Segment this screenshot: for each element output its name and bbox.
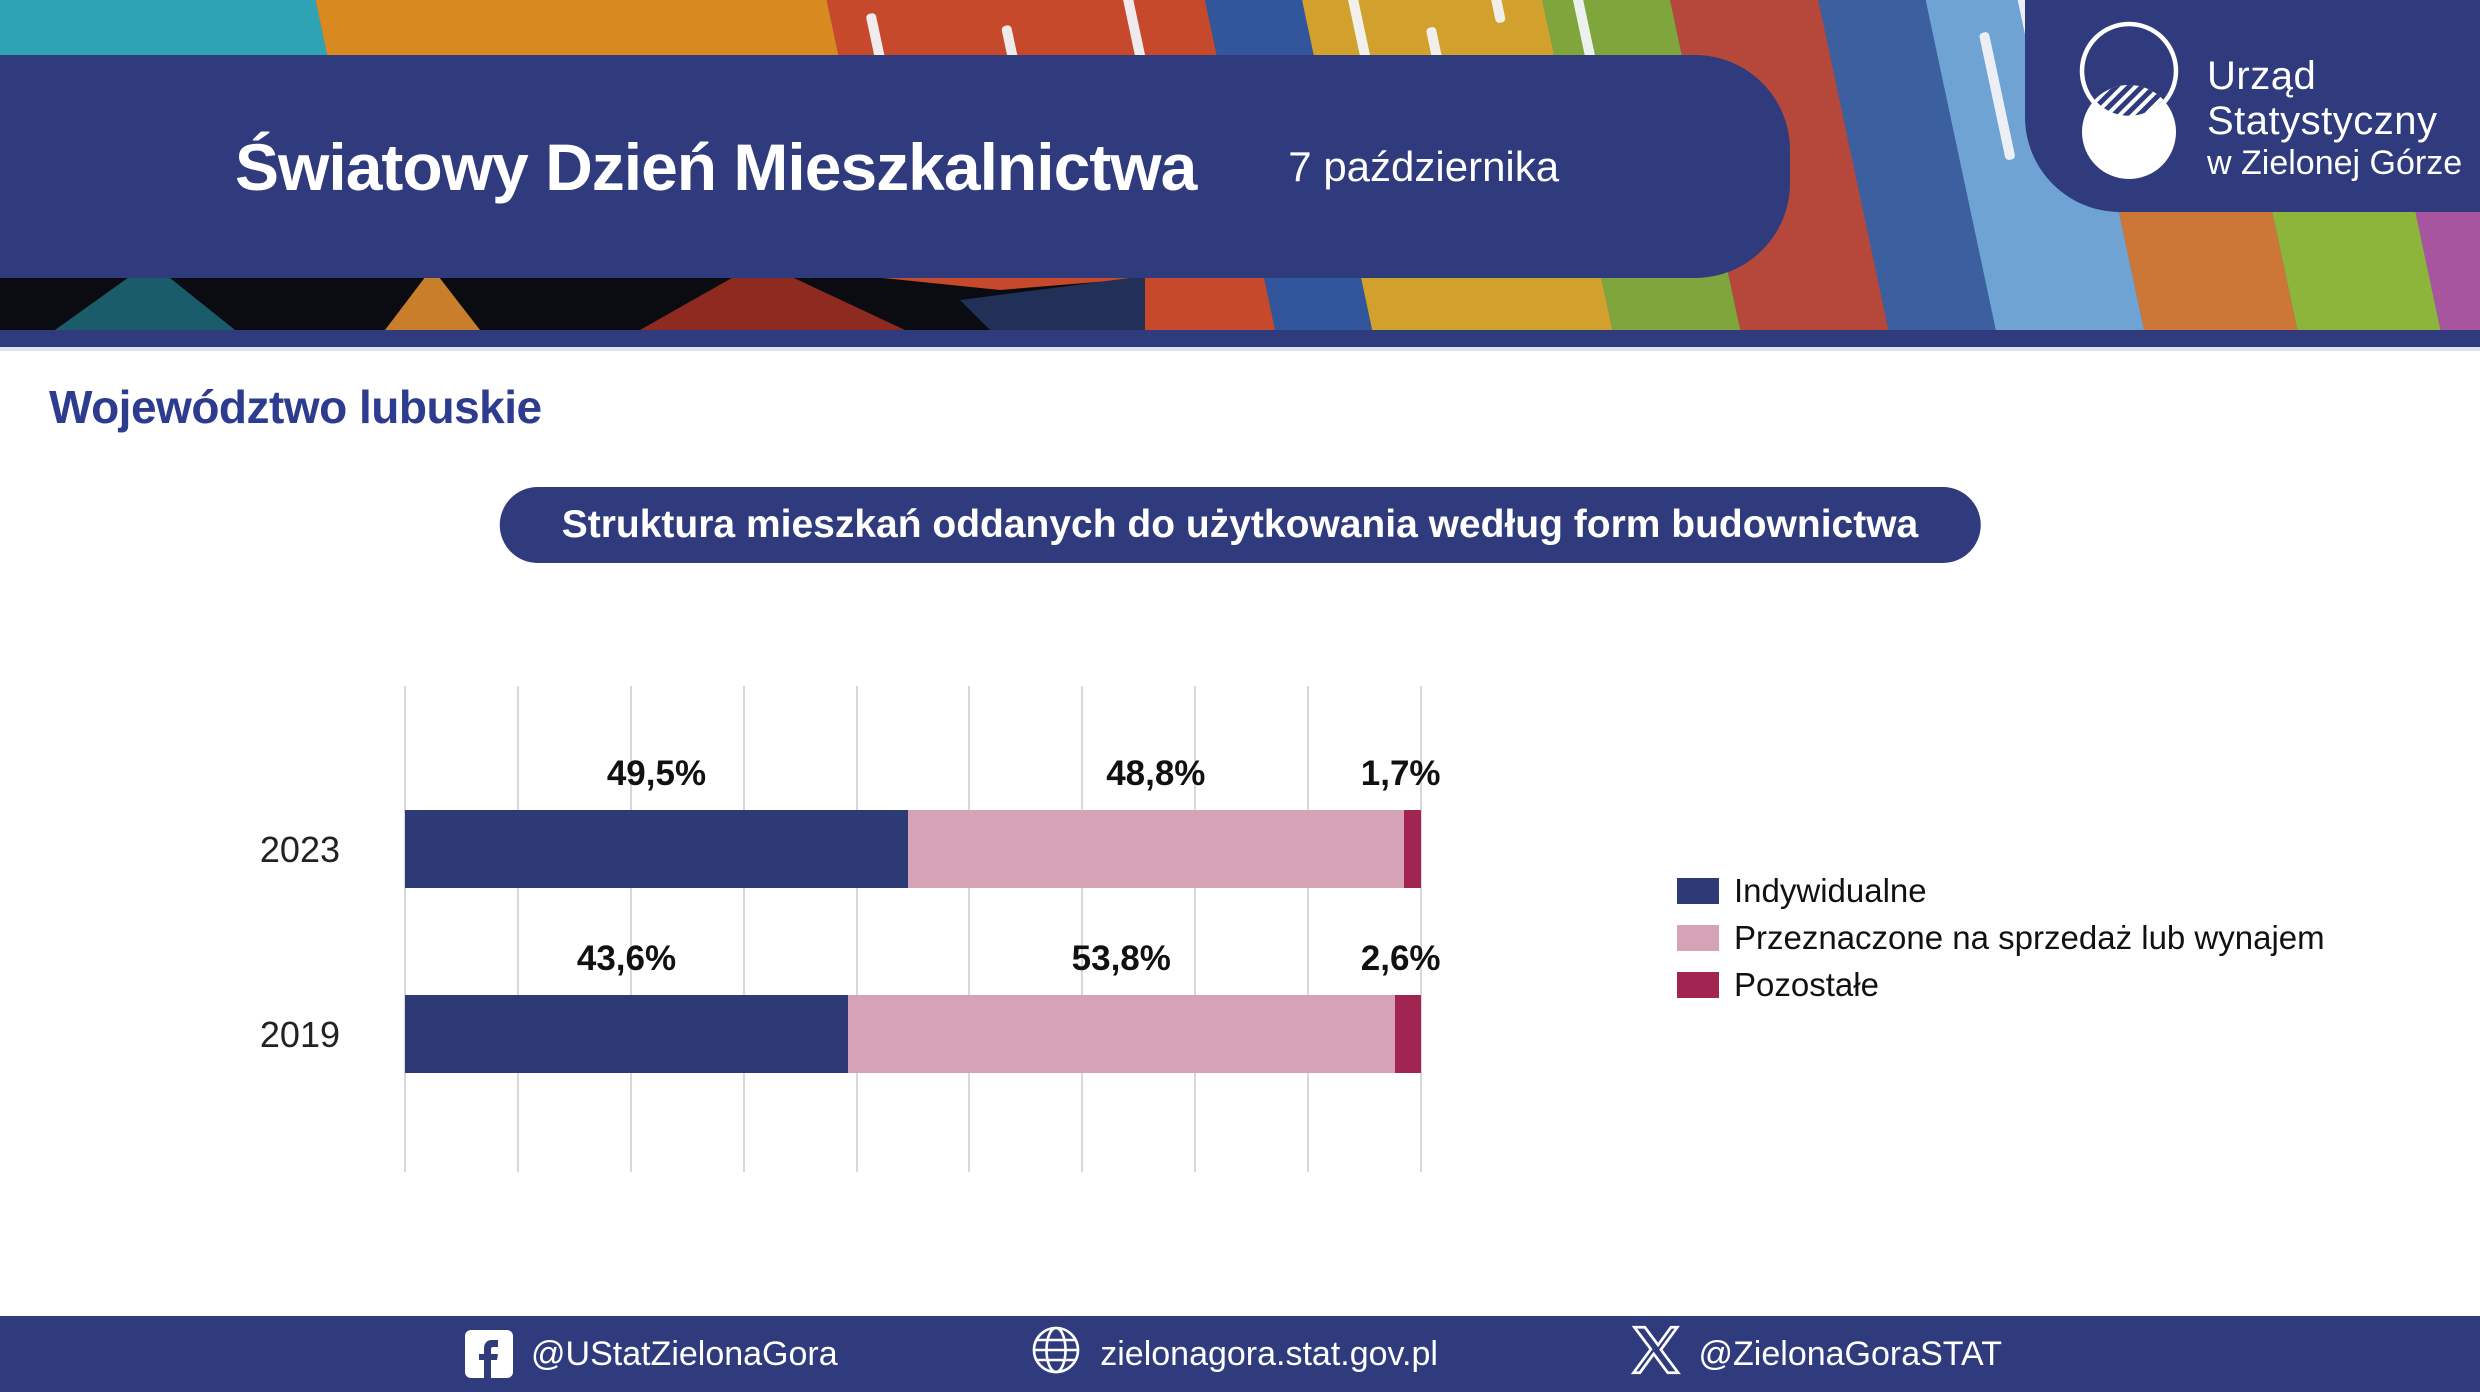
gridline — [629, 686, 632, 1172]
bar-2023 — [405, 810, 1421, 888]
footer-links: @UStatZielonaGora zielonagora.stat.gov.p… — [465, 1316, 2002, 1392]
bar-segment — [405, 995, 848, 1073]
bar-segment — [907, 810, 1404, 888]
value-label: 53,8% — [1071, 939, 1171, 978]
legend-label: Indywidualne — [1734, 872, 1927, 909]
legend-swatch — [1677, 925, 1719, 951]
legend-swatch — [1677, 972, 1719, 998]
logo-text: Urząd Statystyczny w Zielonej Górze — [2207, 30, 2480, 182]
chart-area: 49,5% 48,8% 1,7% 43,6% 53,8% 2,6% 2023 2019 — [0, 686, 2480, 1172]
x-twitter-link[interactable]: @ZielonaGoraSTAT — [1630, 1325, 2002, 1384]
category-label: 2023 — [259, 829, 340, 870]
bar-segment — [405, 810, 908, 888]
category-label: 2019 — [259, 1014, 340, 1055]
value-label: 1,7% — [1360, 754, 1441, 793]
gridline — [855, 686, 858, 1172]
value-label: 43,6% — [576, 939, 677, 978]
facebook-icon — [465, 1330, 513, 1378]
gridline — [1194, 686, 1197, 1172]
globe-icon — [1030, 1324, 1082, 1385]
statistical-office-logo-icon — [2073, 19, 2185, 194]
facebook-link[interactable]: @UStatZielonaGora — [465, 1330, 838, 1378]
page-title: Światowy Dzień Mieszkalnictwa — [235, 129, 1197, 204]
facebook-handle: @UStatZielonaGora — [531, 1334, 838, 1373]
bar-segment — [1403, 810, 1421, 888]
gridline — [968, 686, 971, 1172]
legend-label: Przeznaczone na sprzedaż lub wynajem — [1734, 919, 2325, 956]
header-divider-band — [0, 330, 2480, 351]
x-handle: @ZielonaGoraSTAT — [1698, 1334, 2002, 1373]
value-label: 49,5% — [606, 754, 707, 793]
x-twitter-icon — [1630, 1325, 1681, 1384]
legend-label: Pozostałe — [1734, 966, 1879, 1003]
footer-bar: @UStatZielonaGora zielonagora.stat.gov.p… — [0, 1316, 2480, 1392]
legend-item: Indywidualne — [1677, 872, 2325, 910]
legend-item: Przeznaczone na sprzedaż lub wynajem — [1677, 919, 2325, 957]
logo-line2: w Zielonej Górze — [2207, 143, 2463, 182]
gridline — [404, 686, 406, 1172]
bar-2019 — [405, 995, 1421, 1073]
legend: Indywidualne Przeznaczone na sprzedaż lub… — [1677, 872, 2325, 1004]
value-label: 2,6% — [1360, 939, 1441, 978]
website-url: zielonagora.stat.gov.pl — [1100, 1334, 1438, 1373]
value-label: 48,8% — [1106, 754, 1206, 793]
gridline — [1307, 686, 1310, 1172]
bar-segment — [847, 995, 1395, 1073]
website-link[interactable]: zielonagora.stat.gov.pl — [1030, 1324, 1438, 1385]
gridline — [742, 686, 745, 1172]
gridline — [516, 686, 519, 1172]
legend-swatch — [1677, 878, 1719, 904]
chart-title-pill: Struktura mieszkań oddanych do użytkowan… — [499, 487, 1981, 563]
logo-line1: Urząd Statystyczny — [2207, 54, 2438, 143]
logo-box: Urząd Statystyczny w Zielonej Górze — [2025, 0, 2480, 212]
bar-segment — [1394, 995, 1421, 1073]
region-heading: Województwo lubuskie — [49, 381, 542, 433]
title-banner: Światowy Dzień Mieszkalnictwa 7 paździer… — [0, 55, 1790, 278]
gridline — [1081, 686, 1084, 1172]
legend-item: Pozostałe — [1677, 966, 2325, 1004]
event-date: 7 października — [1288, 142, 1560, 190]
gridline — [1420, 686, 1422, 1172]
chart-plot: 49,5% 48,8% 1,7% 43,6% 53,8% 2,6% — [404, 686, 1441, 1172]
